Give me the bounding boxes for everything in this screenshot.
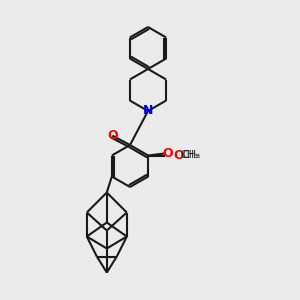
Text: O: O (173, 149, 184, 162)
Text: O: O (107, 129, 118, 142)
Text: CH₃: CH₃ (182, 151, 200, 160)
Text: N: N (143, 104, 153, 118)
Text: CH₃: CH₃ (180, 149, 198, 160)
Text: O: O (163, 147, 173, 160)
